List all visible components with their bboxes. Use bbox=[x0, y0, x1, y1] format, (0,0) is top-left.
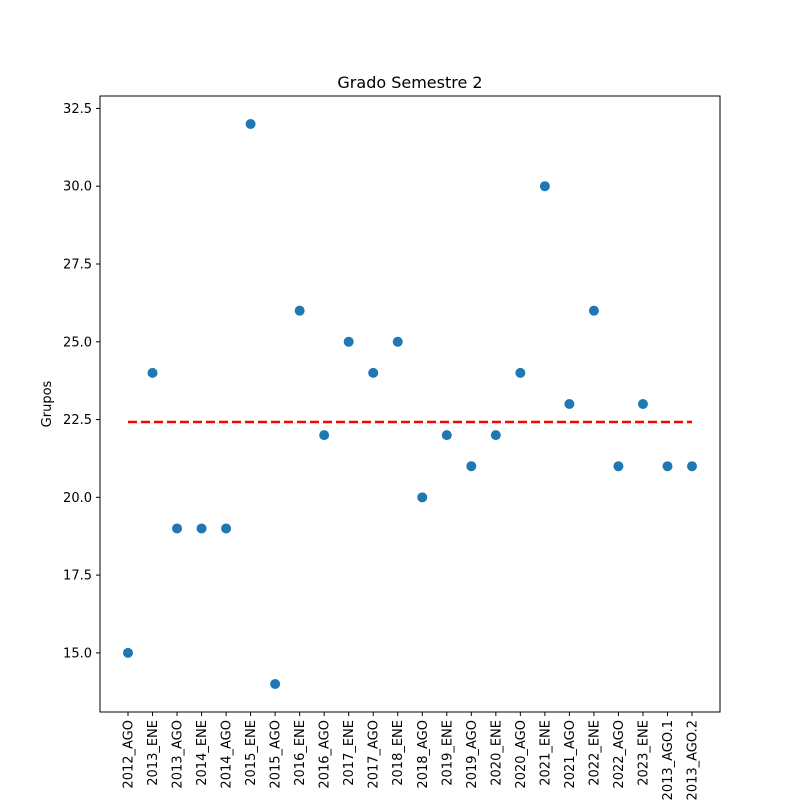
x-tick-label: 2023_ENE bbox=[636, 720, 651, 786]
data-point bbox=[662, 461, 673, 472]
data-point bbox=[564, 399, 575, 409]
data-point bbox=[441, 430, 452, 441]
plot-frame bbox=[99, 95, 721, 713]
x-tick-label: 2015_AGO bbox=[269, 720, 284, 789]
data-point bbox=[588, 305, 599, 316]
x-tick-label: 2013_AGO bbox=[171, 720, 186, 789]
x-tick-label: 2021_ENE bbox=[538, 720, 553, 786]
data-point bbox=[196, 523, 207, 534]
y-tick-label: 15.0 bbox=[63, 646, 92, 661]
data-point bbox=[687, 461, 697, 472]
y-tick-label: 30.0 bbox=[63, 180, 92, 195]
x-tick-label: 2017_ENE bbox=[342, 720, 357, 786]
x-tick-label: 2019_ENE bbox=[440, 720, 455, 786]
y-axis: 15.0 17.5 20.0 22.5 25.0 27.5 30.0 32.5 bbox=[63, 102, 100, 661]
x-tick-label: 2019_AGO bbox=[465, 720, 480, 789]
x-tick-label: 2014_ENE bbox=[195, 720, 210, 786]
x-axis: 2012_AGO 2013_ENE 2013_AGO 2014_ENE 2014_AGO… bbox=[122, 712, 701, 800]
x-tick-label: 2021_AGO bbox=[563, 720, 578, 789]
x-tick-label: 2017_AGO bbox=[367, 720, 382, 789]
data-point bbox=[368, 367, 379, 378]
x-tick-label: 2013_AGO.1 bbox=[661, 720, 676, 800]
y-axis-label: Grupos bbox=[40, 380, 55, 427]
data-point bbox=[515, 367, 526, 378]
x-tick-label: 2012_AGO bbox=[122, 720, 137, 789]
data-point bbox=[245, 119, 256, 129]
data-point bbox=[270, 679, 281, 689]
x-tick-label: 2013_ENE bbox=[146, 720, 161, 786]
x-tick-label: 2016_AGO bbox=[318, 720, 333, 789]
chart-title: Grado Semestre 2 bbox=[337, 73, 482, 92]
y-tick-label: 32.5 bbox=[63, 102, 92, 117]
data-point bbox=[539, 181, 550, 192]
y-tick-label: 25.0 bbox=[63, 335, 92, 350]
data-points bbox=[123, 119, 697, 689]
data-point bbox=[490, 430, 501, 441]
data-point bbox=[147, 367, 158, 378]
x-tick-label: 2020_ENE bbox=[489, 720, 504, 786]
data-point bbox=[123, 647, 133, 658]
data-point bbox=[392, 336, 403, 347]
data-point bbox=[417, 492, 428, 503]
y-tick-label: 17.5 bbox=[63, 569, 92, 584]
data-point bbox=[466, 461, 477, 472]
data-point bbox=[343, 336, 354, 347]
x-tick-label: 2018_ENE bbox=[391, 720, 406, 786]
y-tick-label: 22.5 bbox=[63, 413, 92, 428]
x-tick-label: 2014_AGO bbox=[220, 720, 235, 789]
data-point bbox=[172, 523, 183, 534]
x-tick-label: 2022_AGO bbox=[612, 720, 627, 789]
x-tick-label: 2015_ENE bbox=[244, 720, 259, 786]
data-point bbox=[319, 430, 330, 441]
x-tick-label: 2013_AGO.2 bbox=[686, 720, 701, 800]
x-tick-label: 2018_AGO bbox=[416, 720, 431, 789]
y-tick-label: 20.0 bbox=[63, 491, 92, 506]
x-tick-label: 2020_AGO bbox=[514, 720, 529, 789]
data-point bbox=[221, 523, 232, 534]
data-point bbox=[637, 399, 648, 409]
x-tick-label: 2022_ENE bbox=[587, 720, 602, 786]
data-point bbox=[613, 461, 624, 472]
x-tick-label: 2016_ENE bbox=[293, 720, 308, 786]
data-point bbox=[294, 305, 305, 316]
y-tick-label: 27.5 bbox=[63, 258, 92, 273]
